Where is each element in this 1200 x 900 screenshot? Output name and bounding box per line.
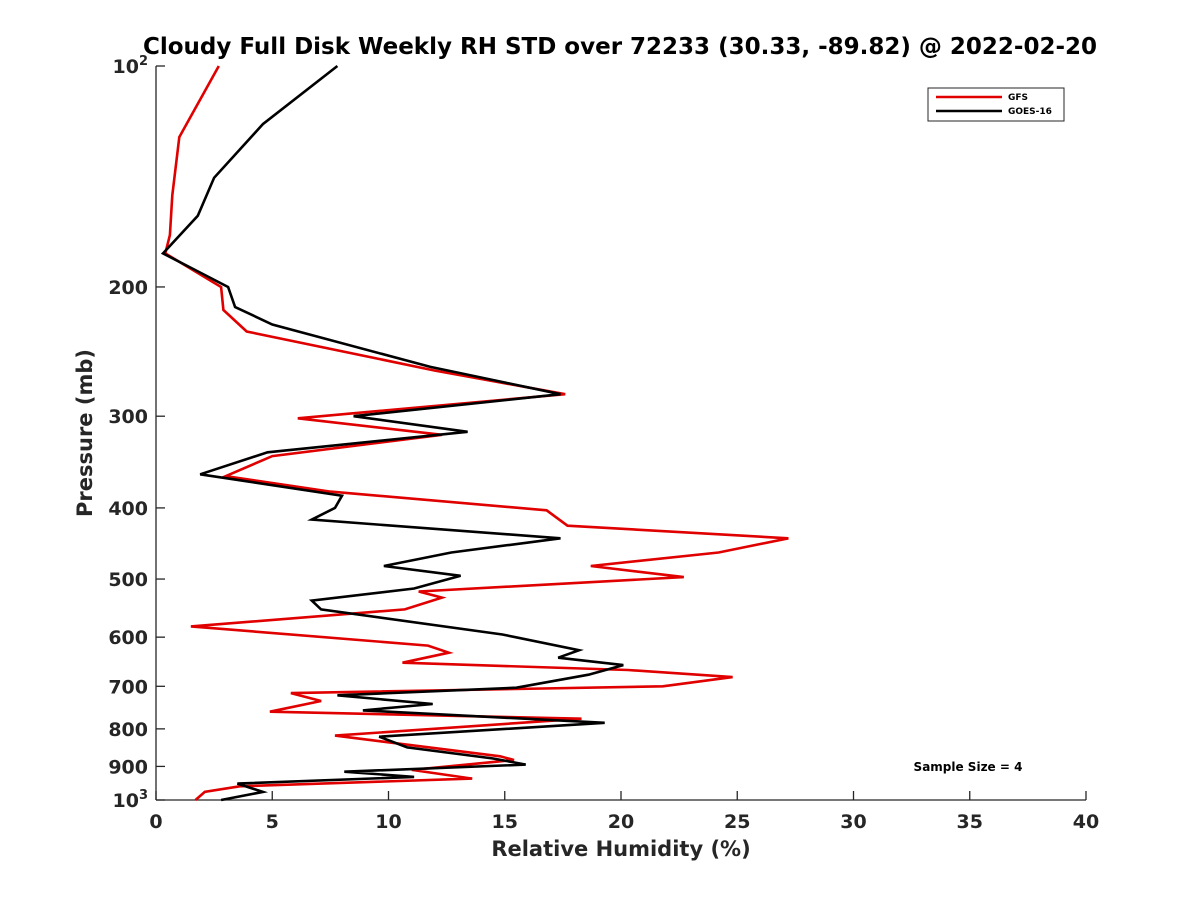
x-axis-label: Relative Humidity (%) <box>491 837 750 861</box>
y-axis-label: Pressure (mb) <box>73 349 97 517</box>
legend-label-goes16: GOES-16 <box>1008 107 1052 117</box>
y-tick-label: 600 <box>108 627 148 649</box>
x-tick-label: 40 <box>1073 811 1099 833</box>
y-ticks: 102 200 300 400 500 600 700 800 900 103 <box>108 54 165 812</box>
x-tick-label: 20 <box>608 811 634 833</box>
y-tick-label: 400 <box>108 498 148 520</box>
y-tick-label: 900 <box>108 756 148 778</box>
y-tick-label: 700 <box>108 676 148 698</box>
y-tick-label: 800 <box>108 719 148 741</box>
y-tick-label: 200 <box>108 277 148 299</box>
x-tick-label: 35 <box>957 811 983 833</box>
sample-size-annotation: Sample Size = 4 <box>914 760 1023 774</box>
legend: GFS GOES-16 <box>927 87 1065 122</box>
x-tick-label: 30 <box>840 811 866 833</box>
x-tick-label: 25 <box>724 811 750 833</box>
series-line-gfs <box>163 65 789 801</box>
y-tick-label: 500 <box>108 569 148 591</box>
y-tick-label: 103 <box>113 788 149 812</box>
legend-label-gfs: GFS <box>1008 93 1028 103</box>
chart-title: Cloudy Full Disk Weekly RH STD over 7223… <box>143 34 1097 60</box>
legend-box <box>927 87 1065 122</box>
x-ticks: 0 5 10 15 20 25 30 35 40 <box>149 791 1099 833</box>
y-tick-label: 300 <box>108 406 148 428</box>
series-layer <box>160 64 789 802</box>
x-tick-label: 5 <box>266 811 279 833</box>
x-tick-label: 10 <box>375 811 401 833</box>
series-line-goes-16 <box>160 64 624 802</box>
x-tick-label: 0 <box>149 811 162 833</box>
y-tick-label: 102 <box>113 54 149 78</box>
x-tick-label: 15 <box>492 811 518 833</box>
plot-area <box>155 66 1086 801</box>
